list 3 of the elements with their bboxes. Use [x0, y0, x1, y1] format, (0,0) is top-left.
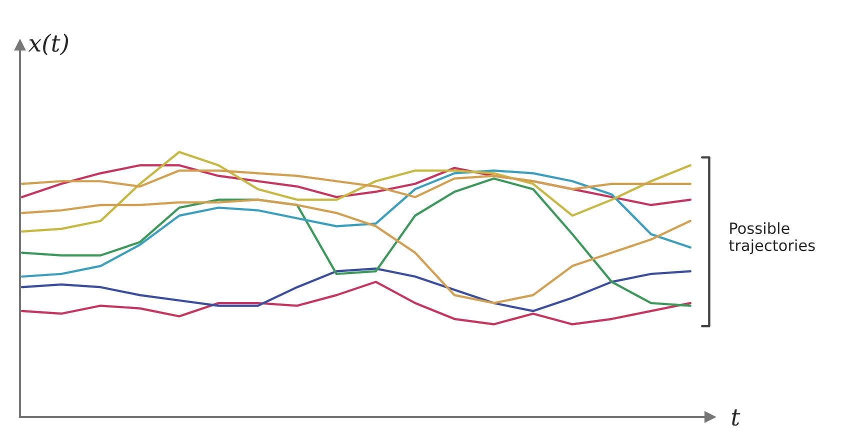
- text: Possible trajectories: [729, 222, 815, 254]
- x-axis-title: t: [732, 409, 740, 426]
- y-axis-title: x(t): [28, 34, 68, 56]
